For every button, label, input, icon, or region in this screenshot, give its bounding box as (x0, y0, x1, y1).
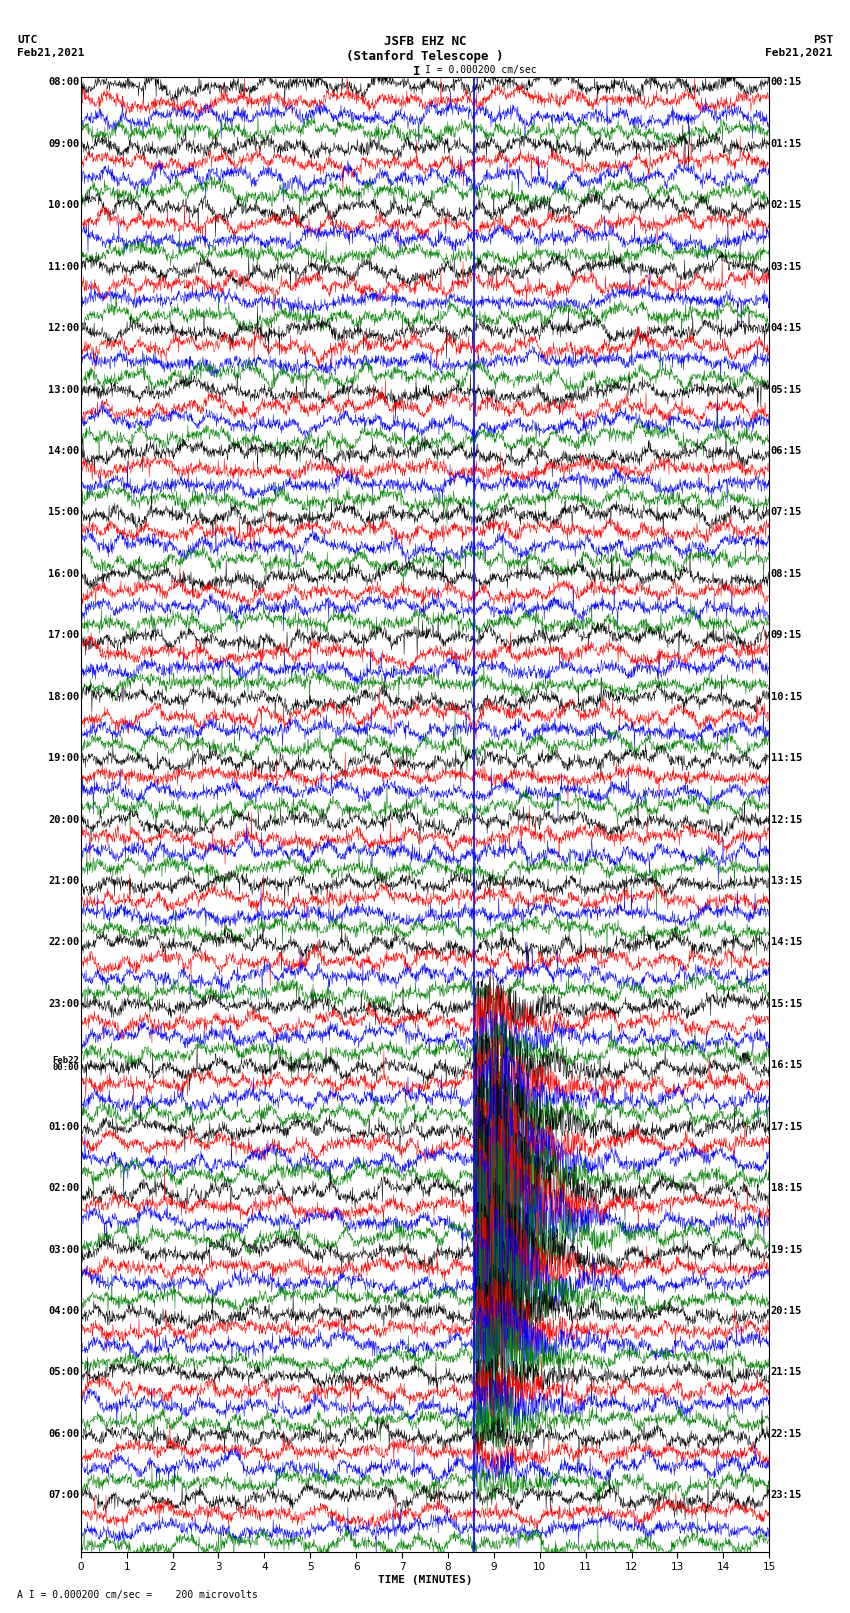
Text: 00:00: 00:00 (53, 1063, 79, 1073)
Text: Feb22: Feb22 (53, 1057, 79, 1065)
Text: 01:15: 01:15 (771, 139, 802, 148)
Text: 17:00: 17:00 (48, 631, 79, 640)
Text: 22:00: 22:00 (48, 937, 79, 947)
Text: Feb21,2021: Feb21,2021 (766, 48, 833, 58)
Text: 23:00: 23:00 (48, 998, 79, 1008)
X-axis label: TIME (MINUTES): TIME (MINUTES) (377, 1574, 473, 1586)
Text: 03:00: 03:00 (48, 1245, 79, 1255)
Text: 14:00: 14:00 (48, 447, 79, 456)
Text: 12:15: 12:15 (771, 815, 802, 824)
Text: 22:15: 22:15 (771, 1429, 802, 1439)
Text: 05:15: 05:15 (771, 384, 802, 395)
Text: 12:00: 12:00 (48, 323, 79, 334)
Text: 07:00: 07:00 (48, 1490, 79, 1500)
Text: 18:15: 18:15 (771, 1184, 802, 1194)
Text: 06:15: 06:15 (771, 447, 802, 456)
Text: 16:15: 16:15 (771, 1060, 802, 1071)
Text: 14:15: 14:15 (771, 937, 802, 947)
Text: JSFB EHZ NC: JSFB EHZ NC (383, 35, 467, 48)
Text: 21:00: 21:00 (48, 876, 79, 886)
Text: 17:15: 17:15 (771, 1121, 802, 1132)
Text: 10:15: 10:15 (771, 692, 802, 702)
Text: 09:15: 09:15 (771, 631, 802, 640)
Text: 13:00: 13:00 (48, 384, 79, 395)
Text: 06:00: 06:00 (48, 1429, 79, 1439)
Text: 11:15: 11:15 (771, 753, 802, 763)
Text: 15:00: 15:00 (48, 508, 79, 518)
Text: 10:00: 10:00 (48, 200, 79, 210)
Text: 21:15: 21:15 (771, 1368, 802, 1378)
Text: 23:15: 23:15 (771, 1490, 802, 1500)
Text: I: I (413, 65, 420, 77)
Text: 09:00: 09:00 (48, 139, 79, 148)
Text: 11:00: 11:00 (48, 261, 79, 271)
Text: 19:00: 19:00 (48, 753, 79, 763)
Text: UTC: UTC (17, 35, 37, 45)
Text: 02:15: 02:15 (771, 200, 802, 210)
Text: (Stanford Telescope ): (Stanford Telescope ) (346, 50, 504, 63)
Text: 20:15: 20:15 (771, 1307, 802, 1316)
Text: 20:00: 20:00 (48, 815, 79, 824)
Text: 02:00: 02:00 (48, 1184, 79, 1194)
Text: 16:00: 16:00 (48, 569, 79, 579)
Text: 00:15: 00:15 (771, 77, 802, 87)
Text: Feb21,2021: Feb21,2021 (17, 48, 84, 58)
Text: 03:15: 03:15 (771, 261, 802, 271)
Text: A I = 0.000200 cm/sec =    200 microvolts: A I = 0.000200 cm/sec = 200 microvolts (17, 1590, 258, 1600)
Text: 01:00: 01:00 (48, 1121, 79, 1132)
Text: 13:15: 13:15 (771, 876, 802, 886)
Text: 15:15: 15:15 (771, 998, 802, 1008)
Text: 19:15: 19:15 (771, 1245, 802, 1255)
Text: 08:15: 08:15 (771, 569, 802, 579)
Text: I = 0.000200 cm/sec: I = 0.000200 cm/sec (425, 65, 536, 74)
Text: 05:00: 05:00 (48, 1368, 79, 1378)
Text: 04:00: 04:00 (48, 1307, 79, 1316)
Text: 07:15: 07:15 (771, 508, 802, 518)
Text: 08:00: 08:00 (48, 77, 79, 87)
Text: 18:00: 18:00 (48, 692, 79, 702)
Text: 04:15: 04:15 (771, 323, 802, 334)
Text: PST: PST (813, 35, 833, 45)
